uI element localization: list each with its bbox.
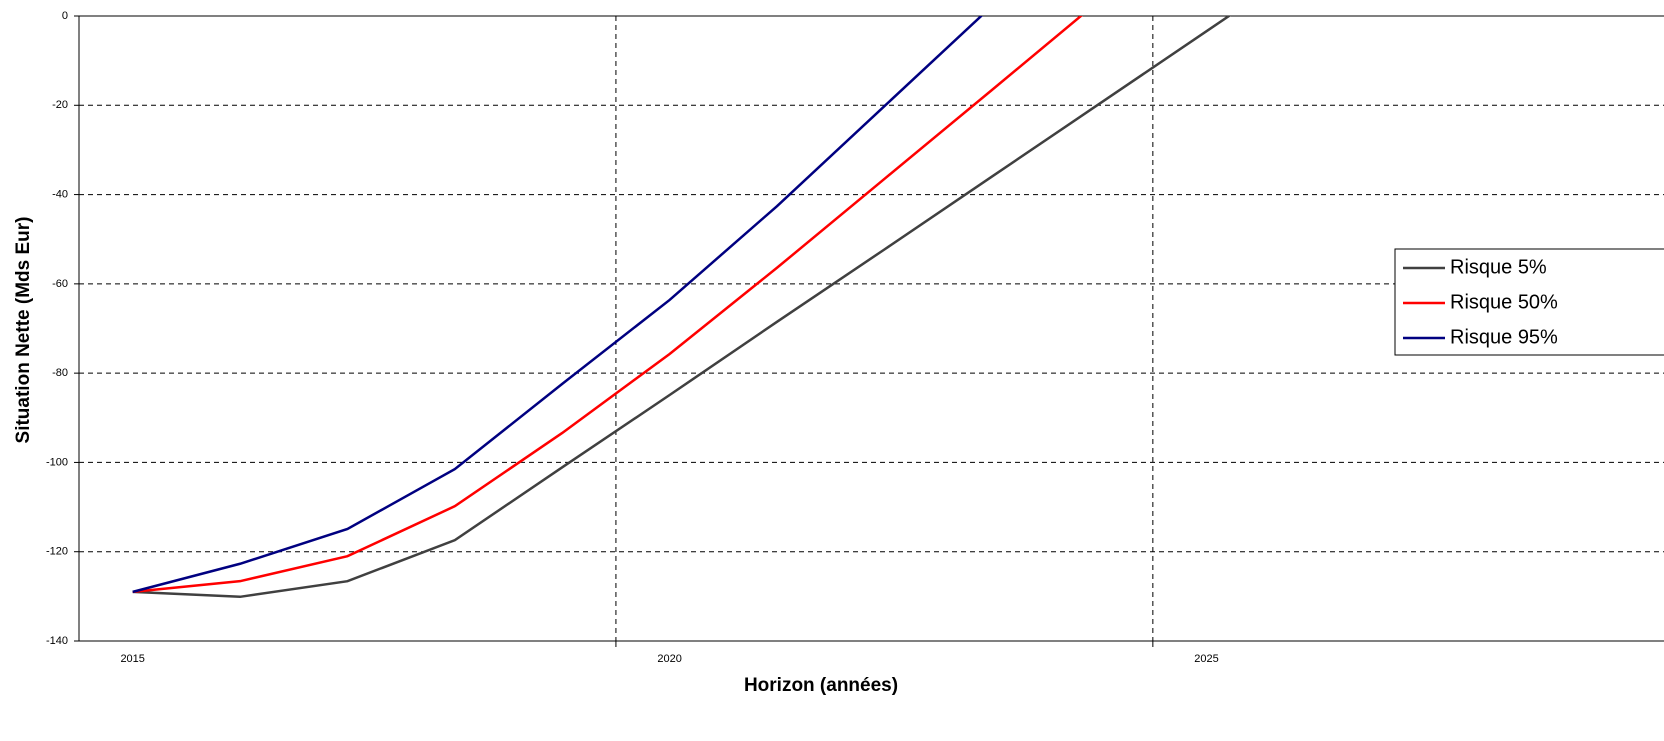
y-tick-label: -80 xyxy=(52,367,68,379)
y-axis-title: Situation Nette (Mds Eur) xyxy=(13,217,34,444)
y-tick-label: 0 xyxy=(62,10,68,22)
y-tick-label: -20 xyxy=(52,99,68,111)
x-tick-label: 2015 xyxy=(120,653,144,665)
y-tick-label: -120 xyxy=(46,546,68,558)
legend-label: Risque 5% xyxy=(1450,256,1547,278)
x-tick-label: 2020 xyxy=(657,653,681,665)
y-tick-label: -140 xyxy=(46,635,68,647)
y-tick-label: -60 xyxy=(52,278,68,290)
y-tick-label: -40 xyxy=(52,188,68,200)
series-line xyxy=(132,16,984,594)
x-tick-label: 2025 xyxy=(1194,653,1218,665)
legend-label: Risque 50% xyxy=(1450,291,1558,313)
series-line xyxy=(132,16,1232,599)
series-line xyxy=(132,16,1083,594)
legend-label: Risque 95% xyxy=(1450,326,1558,348)
plot-lines xyxy=(132,16,1232,599)
x-axis-title: Horizon (années) xyxy=(744,675,898,696)
y-tick-label: -100 xyxy=(46,456,68,468)
